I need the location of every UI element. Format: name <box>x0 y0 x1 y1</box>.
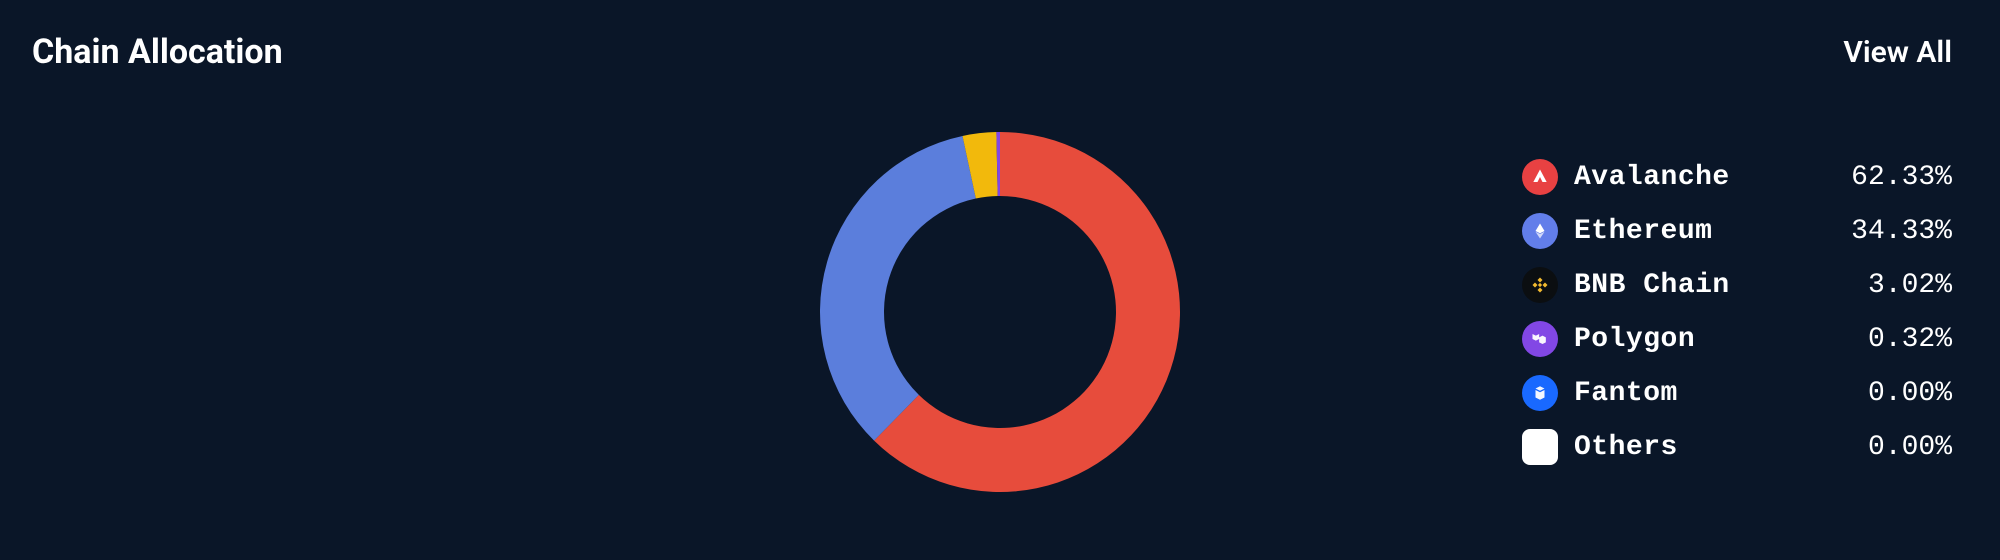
legend-name: BNB Chain <box>1574 270 1730 301</box>
bnb-chain-icon <box>1522 267 1558 303</box>
legend-left: Polygon <box>1522 321 1695 357</box>
legend-value: 0.32% <box>1868 324 1952 355</box>
page-title: Chain Allocation <box>32 32 283 72</box>
legend-value: 62.33% <box>1851 162 1952 193</box>
legend-left: Avalanche <box>1522 159 1730 195</box>
legend-name: Avalanche <box>1574 162 1730 193</box>
legend-value: 0.00% <box>1868 378 1952 409</box>
legend-row-ethereum[interactable]: Ethereum 34.33% <box>1522 213 1952 249</box>
legend-row-polygon[interactable]: Polygon 0.32% <box>1522 321 1952 357</box>
view-all-link[interactable]: View All <box>1843 35 1952 70</box>
header: Chain Allocation View All <box>0 0 2000 72</box>
legend-left: Ethereum <box>1522 213 1712 249</box>
legend-left: Fantom <box>1522 375 1678 411</box>
donut-slice-ethereum <box>820 136 976 441</box>
legend-left: BNB Chain <box>1522 267 1730 303</box>
legend-left: Others <box>1522 429 1678 465</box>
legend-row-bnb-chain[interactable]: BNB Chain 3.02% <box>1522 267 1952 303</box>
ethereum-icon <box>1522 213 1558 249</box>
legend: Avalanche 62.33% Ethereum 34.33% BNB Chain 3.… <box>1522 159 1952 465</box>
legend-row-others[interactable]: Others 0.00% <box>1522 429 1952 465</box>
legend-value: 0.00% <box>1868 432 1952 463</box>
legend-name: Fantom <box>1574 378 1678 409</box>
legend-name: Ethereum <box>1574 216 1712 247</box>
others-icon <box>1522 429 1558 465</box>
avalanche-icon <box>1522 159 1558 195</box>
legend-value: 34.33% <box>1851 216 1952 247</box>
legend-name: Others <box>1574 432 1678 463</box>
fantom-icon <box>1522 375 1558 411</box>
polygon-icon <box>1522 321 1558 357</box>
legend-name: Polygon <box>1574 324 1695 355</box>
donut-chart <box>820 132 1180 492</box>
content: Avalanche 62.33% Ethereum 34.33% BNB Chain 3.… <box>0 72 2000 552</box>
legend-row-avalanche[interactable]: Avalanche 62.33% <box>1522 159 1952 195</box>
legend-value: 3.02% <box>1868 270 1952 301</box>
legend-row-fantom[interactable]: Fantom 0.00% <box>1522 375 1952 411</box>
